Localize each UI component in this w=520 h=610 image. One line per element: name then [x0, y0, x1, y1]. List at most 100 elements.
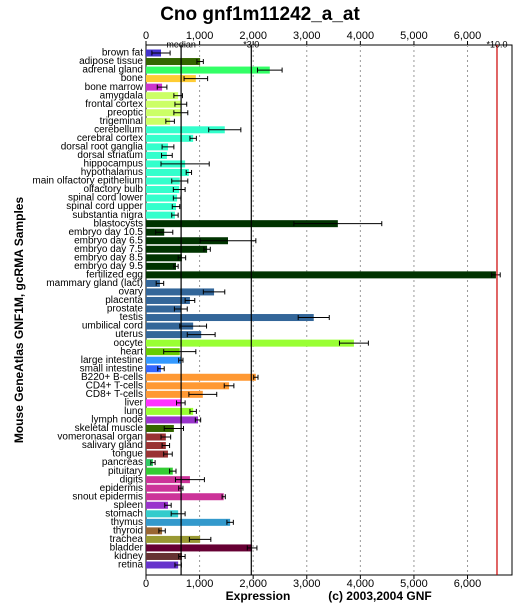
bar: [146, 109, 181, 117]
x-tick-label: 1,000: [186, 578, 214, 590]
bar: [146, 322, 194, 330]
category-label: pancreas: [102, 457, 143, 468]
category-label: stomach: [105, 508, 143, 519]
x-axis-label: Expression: [226, 589, 291, 603]
category-label: CD8+ T-cells: [86, 389, 143, 400]
bar: [146, 399, 181, 407]
category-label: heart: [120, 346, 143, 357]
bar: [146, 271, 496, 279]
bar: [146, 296, 190, 304]
category-label: embryo day 10.5: [69, 227, 144, 238]
category-label: embryo day 8.5: [74, 252, 143, 263]
bar: [146, 424, 174, 432]
category-label: spleen: [114, 500, 143, 511]
category-label: vomeronasal organ: [57, 432, 143, 443]
bar: [146, 484, 181, 492]
bar: [146, 339, 354, 347]
x-tick-label-top: 5,000: [400, 30, 428, 42]
reference-label: *10.0: [486, 39, 507, 49]
category-label: dorsal striatum: [77, 150, 143, 161]
category-label: small intestine: [80, 363, 144, 374]
category-label: embryo day 6.5: [74, 235, 143, 246]
category-label: liver: [125, 398, 144, 409]
x-tick-label: 6,000: [454, 578, 482, 590]
bar: [146, 501, 168, 509]
category-label: mammary gland (lact): [46, 278, 143, 289]
bar: [146, 58, 201, 66]
category-label: epidermis: [100, 483, 143, 494]
bar: [146, 518, 231, 526]
category-label: hypothalamus: [81, 167, 143, 178]
bar: [146, 177, 180, 185]
category-label: adipose tissue: [79, 56, 143, 67]
category-label: snout epidermis: [72, 491, 143, 502]
category-label: frontal cortex: [85, 99, 143, 110]
bar: [146, 527, 163, 535]
bar: [146, 510, 179, 518]
x-tick-label: 3,000: [293, 578, 321, 590]
bar: [146, 75, 196, 83]
category-label: ovary: [119, 287, 143, 298]
bar: [146, 203, 177, 211]
bar: [146, 279, 160, 287]
category-label: preoptic: [107, 107, 143, 118]
bar: [146, 433, 166, 441]
bar: [146, 450, 168, 458]
category-label: trigeminal: [100, 116, 143, 127]
reference-label: *3.0: [243, 39, 259, 49]
category-label: lung: [124, 406, 143, 417]
bar: [146, 373, 256, 381]
category-label: thymus: [111, 517, 143, 528]
bar: [146, 535, 201, 543]
bar: [146, 331, 202, 339]
bar: [146, 552, 182, 560]
x-tick-label: 5,000: [400, 578, 428, 590]
bar: [146, 237, 228, 245]
bar: [146, 407, 194, 415]
copyright: (c) 2003,2004 GNF: [328, 589, 431, 603]
category-label: embryo day 9.5: [74, 261, 143, 272]
category-label: spinal cord lower: [68, 193, 144, 204]
category-label: fertilized egg: [86, 270, 143, 281]
bar: [146, 126, 225, 134]
bar: [146, 493, 224, 501]
bar: [146, 194, 178, 202]
bar: [146, 365, 162, 373]
bar: [146, 459, 153, 467]
bar: [146, 476, 190, 484]
bar: [146, 382, 230, 390]
category-label: retina: [118, 560, 143, 571]
category-label: large intestine: [81, 355, 144, 366]
bar: [146, 416, 198, 424]
category-label: pituitary: [108, 466, 143, 477]
category-label: placenta: [105, 295, 143, 306]
bar: [146, 186, 180, 194]
category-label: cerebellum: [94, 124, 143, 135]
category-label: olfactory bulb: [84, 184, 144, 195]
x-tick-label-top: 4,000: [347, 30, 375, 42]
bar: [146, 228, 165, 236]
category-label: testis: [120, 312, 143, 323]
category-label: embryo day 7.5: [74, 244, 143, 255]
category-label: spinal cord upper: [66, 201, 143, 212]
bar: [146, 211, 175, 219]
bar: [146, 168, 189, 176]
bar: [146, 220, 338, 228]
bar: [146, 134, 194, 142]
category-label: bladder: [110, 543, 144, 554]
category-label: salivary gland: [82, 440, 143, 451]
bar: [146, 288, 215, 296]
category-label: umbilical cord: [82, 321, 143, 332]
bar: [146, 151, 167, 159]
x-tick-label-top: 6,000: [454, 30, 482, 42]
bar: [146, 305, 181, 313]
bar: [146, 544, 253, 552]
bar: [146, 83, 163, 91]
category-label: adrenal gland: [82, 65, 143, 76]
x-tick-label-top: 1,000: [186, 30, 214, 42]
y-axis-label: Mouse GeneAtlas GNF1M, gcRMA Samples: [12, 197, 26, 444]
category-label: B220+ B-cells: [81, 372, 143, 383]
x-tick-label-top: 2,000: [239, 30, 267, 42]
